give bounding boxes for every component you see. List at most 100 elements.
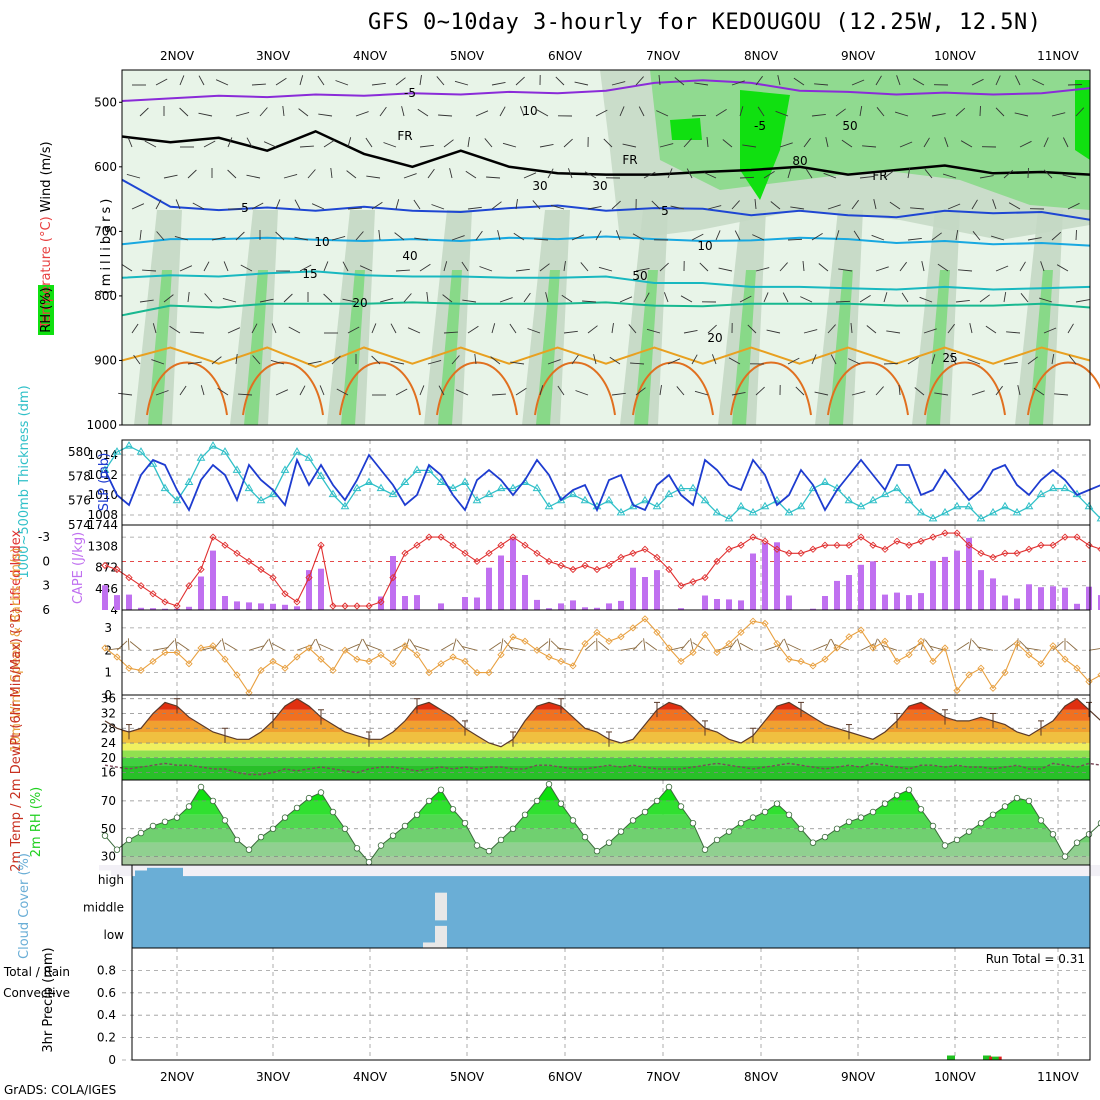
wind-barb <box>667 168 673 179</box>
cape-bar <box>210 550 216 610</box>
rh-point <box>581 833 589 841</box>
wind-barb <box>204 293 213 303</box>
wind10m-point <box>377 651 385 659</box>
li-point <box>341 602 349 610</box>
wind-barb <box>467 206 482 210</box>
wind-barb <box>550 204 565 210</box>
pressure-tick: 800 <box>94 289 117 303</box>
cape-bar <box>978 570 984 610</box>
li-tick: 3 <box>42 579 50 593</box>
cape-bar <box>726 599 732 610</box>
wind-barb <box>527 328 541 334</box>
cloud-high-gap <box>135 865 147 871</box>
wind-barb <box>299 75 304 86</box>
li-point <box>857 533 865 541</box>
wind-barb <box>419 385 425 396</box>
rh-point <box>557 800 565 807</box>
wind10m-barb <box>598 640 610 651</box>
contour-label: 20 <box>352 296 367 310</box>
wind-barb <box>571 354 579 365</box>
wind10m-barb <box>668 646 685 651</box>
cape-bar <box>510 538 516 610</box>
wind-barb <box>990 235 1005 241</box>
cape-bar <box>714 599 720 610</box>
cloud-high-gap <box>123 865 135 877</box>
wind10m-point <box>629 624 637 632</box>
wind-barb <box>947 203 961 210</box>
wind10m-point <box>689 648 697 657</box>
rh-point <box>413 811 421 818</box>
wind-barb <box>142 269 157 272</box>
wind-barb <box>395 77 406 86</box>
wind-barb <box>156 231 165 241</box>
wind-barb <box>1075 299 1090 303</box>
wind-barb <box>131 323 139 334</box>
li-point <box>161 598 169 606</box>
wind-barb <box>969 323 973 334</box>
li-point <box>869 541 877 549</box>
day-label-top: 9NOV <box>841 49 876 63</box>
temp-band <box>122 757 1090 766</box>
rh-point <box>545 781 553 788</box>
temp-band <box>122 750 1090 758</box>
wind-barb <box>944 137 949 148</box>
wind-barb <box>235 231 245 241</box>
wind10m-point <box>497 651 505 659</box>
li-point <box>1097 546 1100 552</box>
cloud-high-gap <box>375 865 387 877</box>
wind-barb <box>960 140 973 148</box>
isotherm-5 <box>121 178 1091 221</box>
rh-point <box>1085 831 1093 838</box>
day-label-top: 2NOV <box>160 49 195 63</box>
rh-saturated <box>1075 80 1090 160</box>
li-point <box>797 549 805 557</box>
wind-barb <box>179 107 189 117</box>
thickness-tick: 576 <box>68 494 91 508</box>
thickness-point <box>376 483 386 492</box>
wind-barb <box>851 79 865 86</box>
thickness-point <box>208 441 218 449</box>
rh-point <box>497 836 505 844</box>
li-point <box>185 582 193 590</box>
wind-barb <box>1062 137 1069 148</box>
wind10m-barb <box>127 638 130 651</box>
cloud-high-gap <box>879 865 891 877</box>
wind-barb <box>715 230 721 241</box>
wind10m-barb <box>812 643 828 651</box>
temp-series-line <box>104 697 1100 748</box>
wind-barb <box>630 362 645 365</box>
li-point <box>1085 541 1093 549</box>
wind-barb <box>883 292 888 303</box>
wind-barb <box>873 199 877 210</box>
wind-barb <box>563 138 573 148</box>
wind10m-barb <box>872 638 878 651</box>
li-point <box>533 549 541 557</box>
wind-barb <box>611 81 626 86</box>
li-point <box>1037 541 1045 549</box>
wind-barb <box>787 357 800 365</box>
wind10m-barb <box>692 642 706 651</box>
wind10m-barb <box>736 638 742 651</box>
wind-barb <box>323 293 333 303</box>
wind10m-point <box>1013 639 1021 648</box>
wind-barb <box>271 323 277 334</box>
wind-barb <box>499 106 506 117</box>
wind-barb <box>414 237 429 241</box>
isotherm-10 <box>121 235 1091 247</box>
wind10m-point <box>137 666 145 675</box>
day-label-bottom: 5NOV <box>450 1070 485 1084</box>
precip-total-bar <box>991 1056 1000 1060</box>
cape-bar <box>870 561 876 610</box>
thickness-point <box>952 501 962 510</box>
wind10m-point <box>461 657 469 666</box>
cape-bar <box>390 556 396 610</box>
cloud-high-gap <box>1095 865 1100 877</box>
cape-bar <box>546 608 552 610</box>
wind-barb <box>283 293 293 303</box>
wind-barb <box>211 236 226 241</box>
wind-barb <box>413 199 421 210</box>
wind-barb <box>907 357 919 365</box>
wind-barb <box>139 299 154 303</box>
rh-point <box>173 814 181 821</box>
wind-barb <box>934 392 949 396</box>
